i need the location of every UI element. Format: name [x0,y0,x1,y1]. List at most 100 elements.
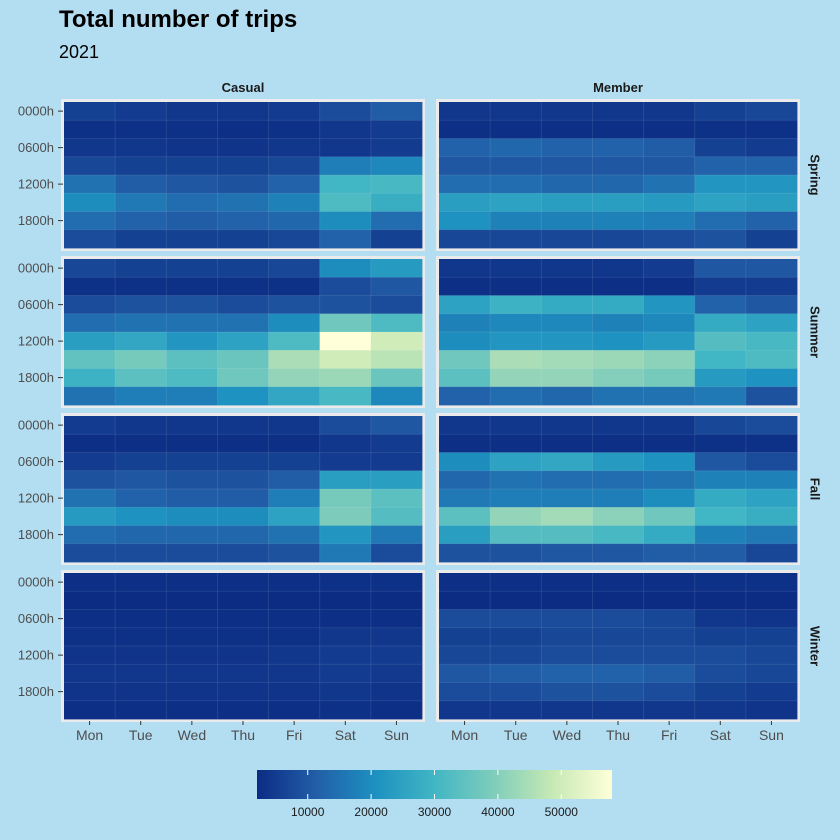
heatmap-cell [217,138,269,158]
x-tick-label: Thu [606,727,630,743]
x-tick-label: Sat [710,727,731,743]
facet-panel [61,570,425,722]
heatmap-cell [694,627,747,647]
heatmap-cell [745,102,798,121]
heatmap-cell [439,295,491,315]
heatmap-cell [439,156,491,176]
heatmap-cell [490,350,542,369]
heatmap-cell [490,543,542,563]
heatmap-cell [268,332,321,351]
heatmap-cell [115,507,167,526]
heatmap-cell [115,350,167,369]
heatmap-cell [166,452,218,472]
heatmap-cell [439,259,491,278]
facet-row-label: Fall [808,478,823,500]
facet-row-label: Spring [808,154,823,195]
heatmap-cell [643,156,696,176]
heatmap-cell [439,700,491,720]
heatmap-cell [217,102,269,121]
heatmap-cell [319,175,372,194]
heatmap-cell [592,573,644,592]
heatmap-cell [115,386,167,406]
heatmap-cell [217,470,269,490]
heatmap-cell [541,434,593,453]
heatmap-cell [439,193,491,212]
heatmap-cell [643,470,696,490]
y-tick-label: 1800h [18,527,54,542]
heatmap-cell [166,470,218,490]
heatmap-cell [541,175,593,194]
heatmap-cell [115,211,167,231]
heatmap-cell [64,470,116,490]
heatmap-cell [643,229,696,249]
heatmap-cell [541,229,593,249]
heatmap-cell [592,591,644,610]
heatmap-cell [217,313,269,333]
heatmap-cell [643,295,696,315]
heatmap-cell [541,138,593,158]
heatmap-cell [370,156,423,176]
facet-column-label: Member [593,80,643,95]
heatmap-cell [64,332,116,351]
heatmap-cell [370,525,423,545]
heatmap-cell [694,543,747,563]
heatmap-cell [217,386,269,406]
y-tick-label: 1200h [18,648,54,663]
heatmap-cell [490,120,542,139]
heatmap-cell [490,277,542,296]
heatmap-cell [694,700,747,720]
heatmap-cell [370,350,423,369]
y-tick-label: 0600h [18,140,54,155]
heatmap-cell [166,259,218,278]
heatmap-cell [268,573,321,592]
heatmap-cell [166,434,218,453]
heatmap-cell [115,416,167,435]
heatmap-cell [439,609,491,629]
heatmap-cell [745,573,798,592]
heatmap-cell [115,543,167,563]
legend-break-label: 10000 [291,805,325,819]
heatmap-cell [541,543,593,563]
heatmap-cell [490,193,542,212]
heatmap-cell [592,120,644,139]
heatmap-cell [439,470,491,490]
heatmap-cell [268,700,321,720]
heatmap-cell [490,507,542,526]
heatmap-cell [439,664,491,683]
heatmap-cell [643,434,696,453]
heatmap-cell [64,627,116,647]
heatmap-cell [541,386,593,406]
heatmap-cell [166,386,218,406]
heatmap-cell [370,259,423,278]
heatmap-cell [643,350,696,369]
heatmap-cell [370,295,423,315]
heatmap-cell [166,627,218,647]
heatmap-cell [439,229,491,249]
heatmap-cell [541,627,593,647]
heatmap-cell [115,259,167,278]
heatmap-cell [217,211,269,231]
heatmap-cell [268,175,321,194]
facet-panel [436,256,800,408]
heatmap-cell [439,543,491,563]
heatmap-cell [541,609,593,629]
heatmap-cell [745,229,798,249]
heatmap-cell [115,120,167,139]
heatmap-cell [592,452,644,472]
heatmap-cell [166,416,218,435]
heatmap-cell [541,156,593,176]
heatmap-cell [115,332,167,351]
heatmap-cell [64,102,116,121]
heatmap-cell [217,489,269,508]
y-tick-label: 1200h [18,491,54,506]
heatmap-cell [166,332,218,351]
heatmap-cell [64,386,116,406]
heatmap-cell [745,193,798,212]
heatmap-cell [370,646,423,665]
facet-row-label: Winter [808,626,823,666]
heatmap-cell [268,682,321,702]
heatmap-cell [166,295,218,315]
heatmap-cell [694,193,747,212]
heatmap-cell [115,175,167,194]
heatmap-cell [439,627,491,647]
